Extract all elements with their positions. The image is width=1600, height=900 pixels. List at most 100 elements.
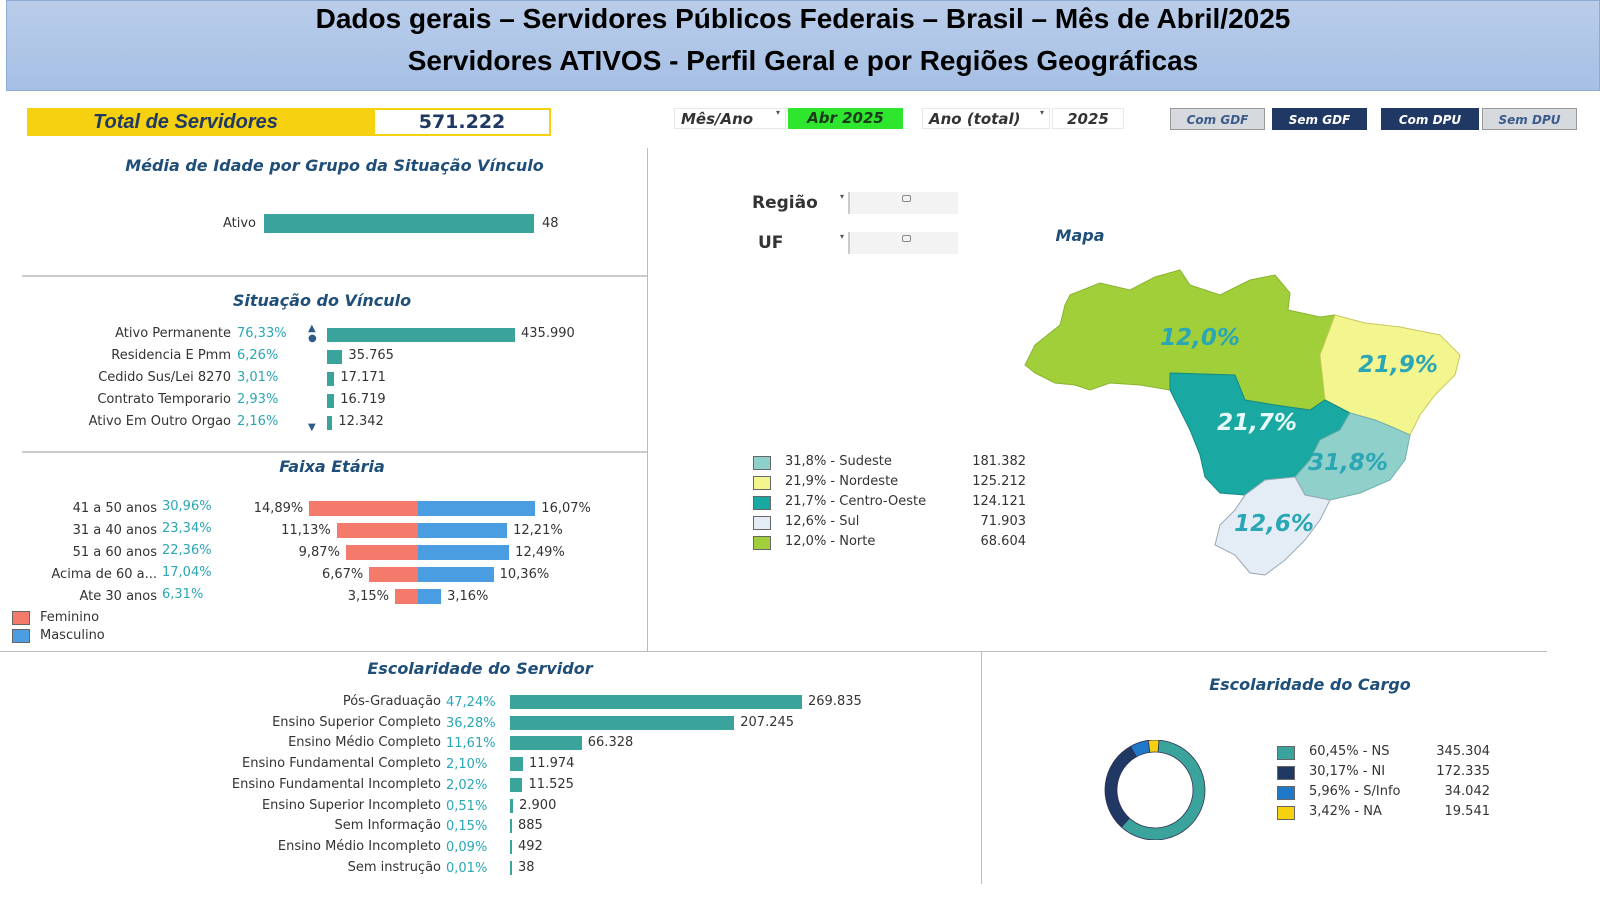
escol-row-percent: 11,61% [446,736,496,752]
faixa-value-feminino: 9,87% [298,545,340,560]
map-legend-label: 21,7% - Centro-Oeste [785,494,927,509]
faixa-row-label: 41 a 50 anos [72,501,157,516]
escol-row-percent: 0,01% [446,860,488,876]
legend-feminino-swatch [12,611,30,625]
faixa-bar-feminino [309,501,418,516]
faixa-value-feminino: 3,15% [347,589,389,604]
vinculo-row-label: Ativo Permanente [115,326,231,341]
vinculo-bar [327,394,335,408]
faixa-bar-feminino [336,523,418,538]
map-legend-value: 125.212 [972,474,1026,489]
ano-selector[interactable]: Ano (total) [922,108,1050,129]
map-label-sudeste: 31,8% [1308,450,1388,476]
faixa-value-masculino: 12,49% [515,545,565,560]
regiao-filter[interactable] [848,192,958,214]
vinculo-value: 16.719 [340,392,386,407]
map-legend-label: 21,9% - Nordeste [785,474,899,489]
map-legend-swatch [753,476,771,490]
escol-value: 66.328 [587,735,634,751]
mapa-title: Mapa [1055,226,1105,245]
vinculo-row-label: Cedido Sus/Lei 8270 [98,370,231,385]
donut-slice-na[interactable] [1147,740,1160,753]
regiao-checkbox[interactable] [902,195,911,202]
uf-dropdown-icon[interactable]: ▾ [840,232,845,241]
escol-bar [510,839,512,854]
map-region-sul[interactable] [1214,476,1331,576]
vinculo-bar [327,416,333,430]
media-value: 48 [542,216,559,231]
cargo-legend-label: 5,96% - S/Info [1309,784,1401,799]
cargo-legend-swatch [1277,766,1295,780]
cargo-legend-value: 345.304 [1436,744,1490,759]
faixa-row-label: 31 a 40 anos [72,523,157,538]
cargo-legend-swatch [1277,806,1295,820]
scroll-up-icon[interactable]: ▲ [308,323,316,334]
faixa-row-percent: 17,04% [162,565,212,580]
ano-dropdown-icon[interactable]: ▾ [1040,108,1045,117]
map-legend-value: 71.903 [980,514,1027,529]
scroll-down-icon[interactable]: ▼ [308,422,316,433]
total-label: Total de Servidores [27,108,373,136]
sem-dpu-button[interactable]: Sem DPU [1482,108,1577,130]
escolaridade-cargo-donut[interactable] [1090,740,1220,840]
faixa-bar-feminino [369,567,418,582]
cargo-legend-label: 60,45% - NS [1309,744,1390,759]
mes-ano-value[interactable]: Abr 2025 [788,108,903,129]
media-bar [264,214,534,233]
map-region-sudeste[interactable] [1294,412,1411,501]
cargo-legend-swatch [1277,746,1295,760]
mes-ano-selector[interactable]: Mês/Ano [674,108,786,129]
escol-row-percent: 2,02% [446,777,488,793]
mes-ano-dropdown-icon[interactable]: ▾ [776,108,781,117]
total-value: 571.222 [373,108,551,136]
faixa-bar-masculino [418,523,508,538]
divider-3 [0,651,1547,652]
brazil-map[interactable]: 31,8% 21,9% 21,7% 12,6% 12,0% [1020,255,1480,585]
escol-value: 269.835 [808,694,862,709]
ano-label: Ano (total) [929,110,1021,128]
cargo-legend-swatch [1277,786,1295,800]
divider-2 [22,451,647,453]
mes-ano-label: Mês/Ano [681,110,754,128]
vinculo-row-percent: 2,16% [237,414,279,429]
sem-gdf-button[interactable]: Sem GDF [1272,108,1367,130]
donut-slice-ni[interactable] [1104,745,1138,828]
faixa-row-percent: 30,96% [162,499,212,514]
escol-row-label: Ensino Fundamental Completo [242,756,441,772]
escol-value: 885 [518,818,543,834]
escol-row-label: Sem instrução [347,859,441,875]
ano-value[interactable]: 2025 [1052,108,1124,129]
escol-row-label: Ensino Superior Completo [272,714,441,730]
faixa-bar-masculino [418,545,510,560]
faixa-value-masculino: 3,16% [447,589,489,604]
faixa-bar-masculino [418,501,536,516]
map-label-centro-oeste: 21,7% [1217,410,1297,436]
regiao-dropdown-icon[interactable]: ▾ [840,192,845,201]
map-legend-swatch [753,536,771,550]
escol-row-label: Ensino Superior Incompleto [261,797,441,813]
uf-checkbox[interactable] [902,235,911,242]
faixa-value-masculino: 12,21% [513,523,563,538]
faixa-value-masculino: 16,07% [541,501,591,516]
escol-row-label: Pós-Graduação [342,694,441,709]
faixa-value-feminino: 14,89% [253,501,304,516]
cargo-legend-value: 19.541 [1444,804,1491,819]
page-title: Dados gerais – Servidores Públicos Feder… [315,3,1291,34]
faixa-bar-feminino [395,589,418,604]
vinculo-value: 435.990 [521,326,575,341]
vinculo-row-label: Ativo Em Outro Orgao [88,414,231,429]
vinculo-row-label: Contrato Temporario [97,392,231,407]
map-legend-value: 68.604 [980,534,1027,549]
escolaridade-cargo-title: Escolaridade do Cargo [1209,675,1411,694]
uf-label: UF [758,233,784,253]
map-legend-value: 124.121 [972,494,1026,509]
faixa-row-label: 51 a 60 anos [72,545,157,560]
escol-row-percent: 0,15% [446,819,488,835]
faixa-value-feminino: 11,13% [281,523,331,538]
escol-bar [510,798,514,813]
uf-filter[interactable] [848,232,958,254]
com-dpu-button[interactable]: Com DPU [1381,108,1479,130]
vinculo-row-percent: 76,33% [237,326,287,341]
com-gdf-button[interactable]: Com GDF [1170,108,1265,130]
scroll-thumb-icon[interactable]: ● [308,333,317,344]
